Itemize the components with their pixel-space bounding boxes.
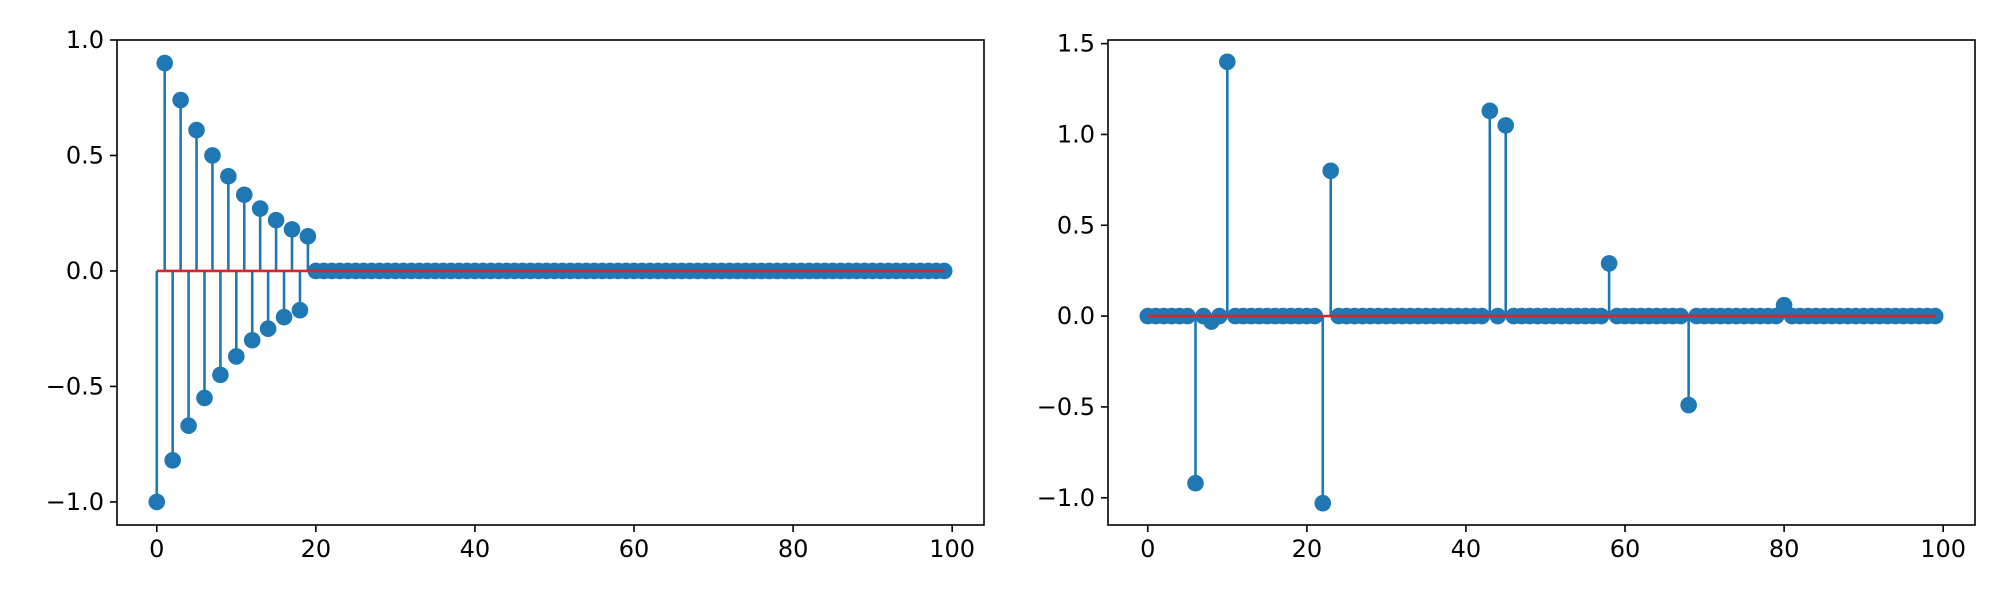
stem-marker [156, 54, 174, 72]
y-tick-label: −0.5 [1037, 393, 1095, 421]
stem-marker [291, 301, 309, 319]
axes-frame [1107, 39, 1976, 526]
stem-marker [299, 228, 317, 245]
stem-marker [1481, 102, 1499, 120]
stem-marker [235, 186, 253, 204]
y-tick-label: 0.5 [66, 141, 104, 169]
y-tick-label: 1.5 [1057, 30, 1095, 58]
x-tick-label: 100 [1920, 535, 1966, 563]
x-tick-label: 0 [149, 535, 164, 563]
stem-marker [267, 211, 285, 229]
stem-marker [243, 331, 261, 349]
stem-marker [1680, 396, 1697, 414]
stem-marker [259, 320, 277, 337]
stem-lines [1194, 61, 1786, 504]
stem-marker [148, 493, 166, 511]
y-tick-label: −1.0 [1037, 484, 1095, 512]
x-tick-label: 80 [778, 535, 809, 563]
x-tick-label: 100 [929, 535, 975, 563]
y-tick-label: 1.0 [1057, 120, 1095, 148]
stem-markers [1139, 53, 1944, 512]
x-tick-label: 60 [1610, 535, 1641, 563]
stem-marker [196, 389, 213, 407]
x-tick-label: 60 [619, 535, 650, 563]
stem-marker [251, 200, 269, 217]
stem-marker [204, 147, 221, 164]
stem-marker [283, 221, 301, 238]
y-tick-label: 0.0 [1057, 302, 1095, 330]
stem-lines [155, 63, 310, 502]
stem-marker [1219, 53, 1236, 71]
x-tick-label: 0 [1140, 535, 1155, 563]
x-tick-label: 20 [301, 535, 332, 563]
x-tick-label: 40 [460, 535, 491, 563]
x-tick-label: 80 [1769, 535, 1800, 563]
stem-marker [228, 348, 245, 365]
y-tick-label: 1.0 [66, 26, 104, 54]
stem-marker [1497, 117, 1515, 134]
y-tick-label: −0.5 [46, 372, 104, 400]
stem-marker [1600, 255, 1618, 272]
stem-marker [1314, 494, 1332, 512]
stem-marker [220, 167, 237, 185]
y-tick-label: 0.0 [66, 257, 104, 285]
x-tick-label: 20 [1292, 535, 1323, 563]
y-tick-label: 0.5 [1057, 211, 1095, 239]
stem-marker [212, 366, 229, 384]
x-tick-label: 40 [1451, 535, 1482, 563]
stem-marker [1322, 162, 1340, 180]
y-tick-label: −1.0 [46, 488, 104, 516]
stem-marker [172, 91, 189, 109]
right-stem-plot: 0 20 40 60 80 100 −1.0 −0.5 0.0 0.5 1.0 1.5 [1037, 30, 1976, 563]
stem-marker [275, 308, 293, 326]
stem-marker [188, 121, 205, 139]
stem-marker [180, 417, 197, 434]
axes-frame [116, 39, 985, 526]
left-stem-plot: 0 20 40 60 80 100 −1.0 −0.5 0.0 0.5 1.0 [46, 26, 985, 563]
stem-marker [1187, 474, 1204, 492]
stem-marker [164, 452, 181, 469]
